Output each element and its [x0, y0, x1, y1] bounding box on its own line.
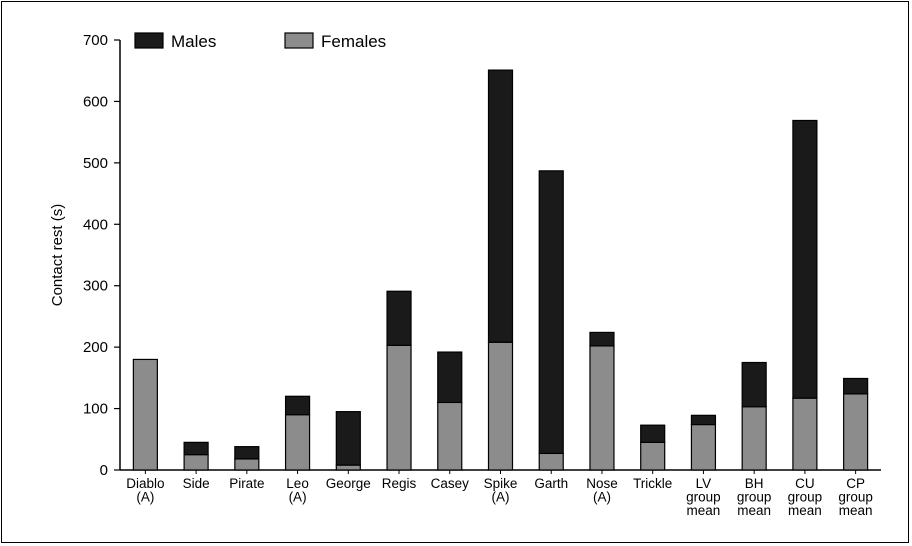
bar-females — [183, 454, 209, 471]
bar-females — [386, 344, 412, 471]
bar-females — [234, 458, 260, 471]
bar-females — [132, 358, 158, 471]
bar-females — [335, 464, 361, 471]
legend: Males Females — [134, 32, 386, 51]
x-tick-label-line: Garth — [534, 476, 568, 491]
x-tick-label: CP group mean — [838, 476, 873, 518]
y-tick-label: 400 — [83, 216, 108, 233]
y-tick-label: 600 — [83, 93, 108, 110]
x-tick-label-line: Spike — [484, 476, 518, 491]
bar-males — [589, 331, 615, 347]
x-tick-label-line: CU — [795, 476, 815, 491]
x-tick-label-line: BH — [745, 476, 764, 491]
x-tick-label-line: mean — [839, 503, 873, 518]
x-tick-label: Regis — [382, 476, 417, 491]
x-tick-label-line: Regis — [382, 476, 417, 491]
bar-females — [589, 345, 615, 471]
bar-females — [741, 406, 767, 471]
bar-males — [741, 361, 767, 408]
bars — [132, 69, 869, 471]
x-tick-label-line: group — [788, 490, 823, 505]
legend-swatch — [284, 32, 314, 49]
x-tick-label-line: mean — [737, 503, 771, 518]
x-tick-label: Diablo (A) — [126, 476, 164, 505]
x-tick-label-line: mean — [788, 503, 822, 518]
x-tick-label: Garth — [534, 476, 568, 491]
bar-males — [538, 170, 564, 455]
category-labels: Diablo (A)Side Pirate Leo (A)George Regis Case… — [126, 470, 873, 518]
legend-label: Females — [321, 32, 386, 51]
x-tick-label-line: Diablo — [126, 476, 164, 491]
x-tick-label-line: (A) — [492, 490, 510, 505]
bar-females — [640, 441, 666, 471]
y-tick-label: 200 — [83, 339, 108, 356]
y-tick-label: 500 — [83, 155, 108, 172]
x-tick-label: Pirate — [229, 476, 264, 491]
x-tick-label-line: Side — [183, 476, 210, 491]
bar-females — [538, 452, 564, 471]
legend-label: Males — [171, 32, 216, 51]
y-tick-label: 300 — [83, 278, 108, 295]
x-tick-label: BH group mean — [737, 476, 772, 518]
bar-females — [843, 393, 869, 471]
y-tick-label: 700 — [83, 32, 108, 49]
bar-males — [234, 446, 260, 460]
x-tick-label-line: (A) — [593, 490, 611, 505]
bar-males — [386, 290, 412, 346]
bar-females — [284, 414, 311, 471]
bar-males — [183, 441, 209, 456]
x-tick-label-line: (A) — [136, 490, 154, 505]
y-tick-label: 0 — [100, 462, 108, 479]
x-tick-label: Leo (A) — [286, 476, 309, 505]
bar-females — [690, 423, 717, 471]
bar-females — [437, 401, 463, 471]
x-tick-label-line: Pirate — [229, 476, 264, 491]
x-tick-label: Spike (A) — [484, 476, 518, 505]
bar-males — [690, 414, 717, 426]
bar-males — [437, 351, 463, 404]
bar-females — [487, 341, 514, 471]
bar-males — [335, 411, 361, 466]
x-tick-label: Casey — [431, 476, 470, 491]
x-tick-label-line: Leo — [286, 476, 309, 491]
y-axis-title: Contact rest (s) — [49, 204, 66, 307]
bar-males — [640, 424, 666, 443]
x-tick-label-line: group — [737, 490, 772, 505]
x-tick-label-line: mean — [687, 503, 721, 518]
x-tick-label-line: Casey — [431, 476, 470, 491]
x-tick-label: George — [326, 476, 371, 491]
bar-males — [792, 119, 818, 399]
x-tick-label: Nose (A) — [586, 476, 618, 505]
bar-males — [843, 377, 869, 395]
x-tick-label-line: CP — [846, 476, 865, 491]
x-tick-label-line: Trickle — [633, 476, 672, 491]
y-ticks: 0 100 200 300 400 500 600 700 — [83, 32, 120, 479]
x-tick-label-line: LV — [696, 476, 712, 491]
bar-females — [792, 397, 818, 471]
x-tick-label: CU group mean — [788, 476, 823, 518]
bar-males — [487, 69, 514, 343]
x-tick-label-line: group — [838, 490, 873, 505]
x-tick-label-line: (A) — [289, 490, 307, 505]
x-tick-label: Side — [183, 476, 210, 491]
bar-males — [284, 395, 311, 416]
legend-swatch — [134, 32, 164, 49]
x-tick-label-line: George — [326, 476, 371, 491]
y-tick-label: 100 — [83, 401, 108, 418]
x-tick-label-line: group — [686, 490, 721, 505]
x-tick-label-line: Nose — [586, 476, 618, 491]
x-tick-label: Trickle — [633, 476, 672, 491]
x-tick-label: LV group mean — [686, 476, 721, 518]
